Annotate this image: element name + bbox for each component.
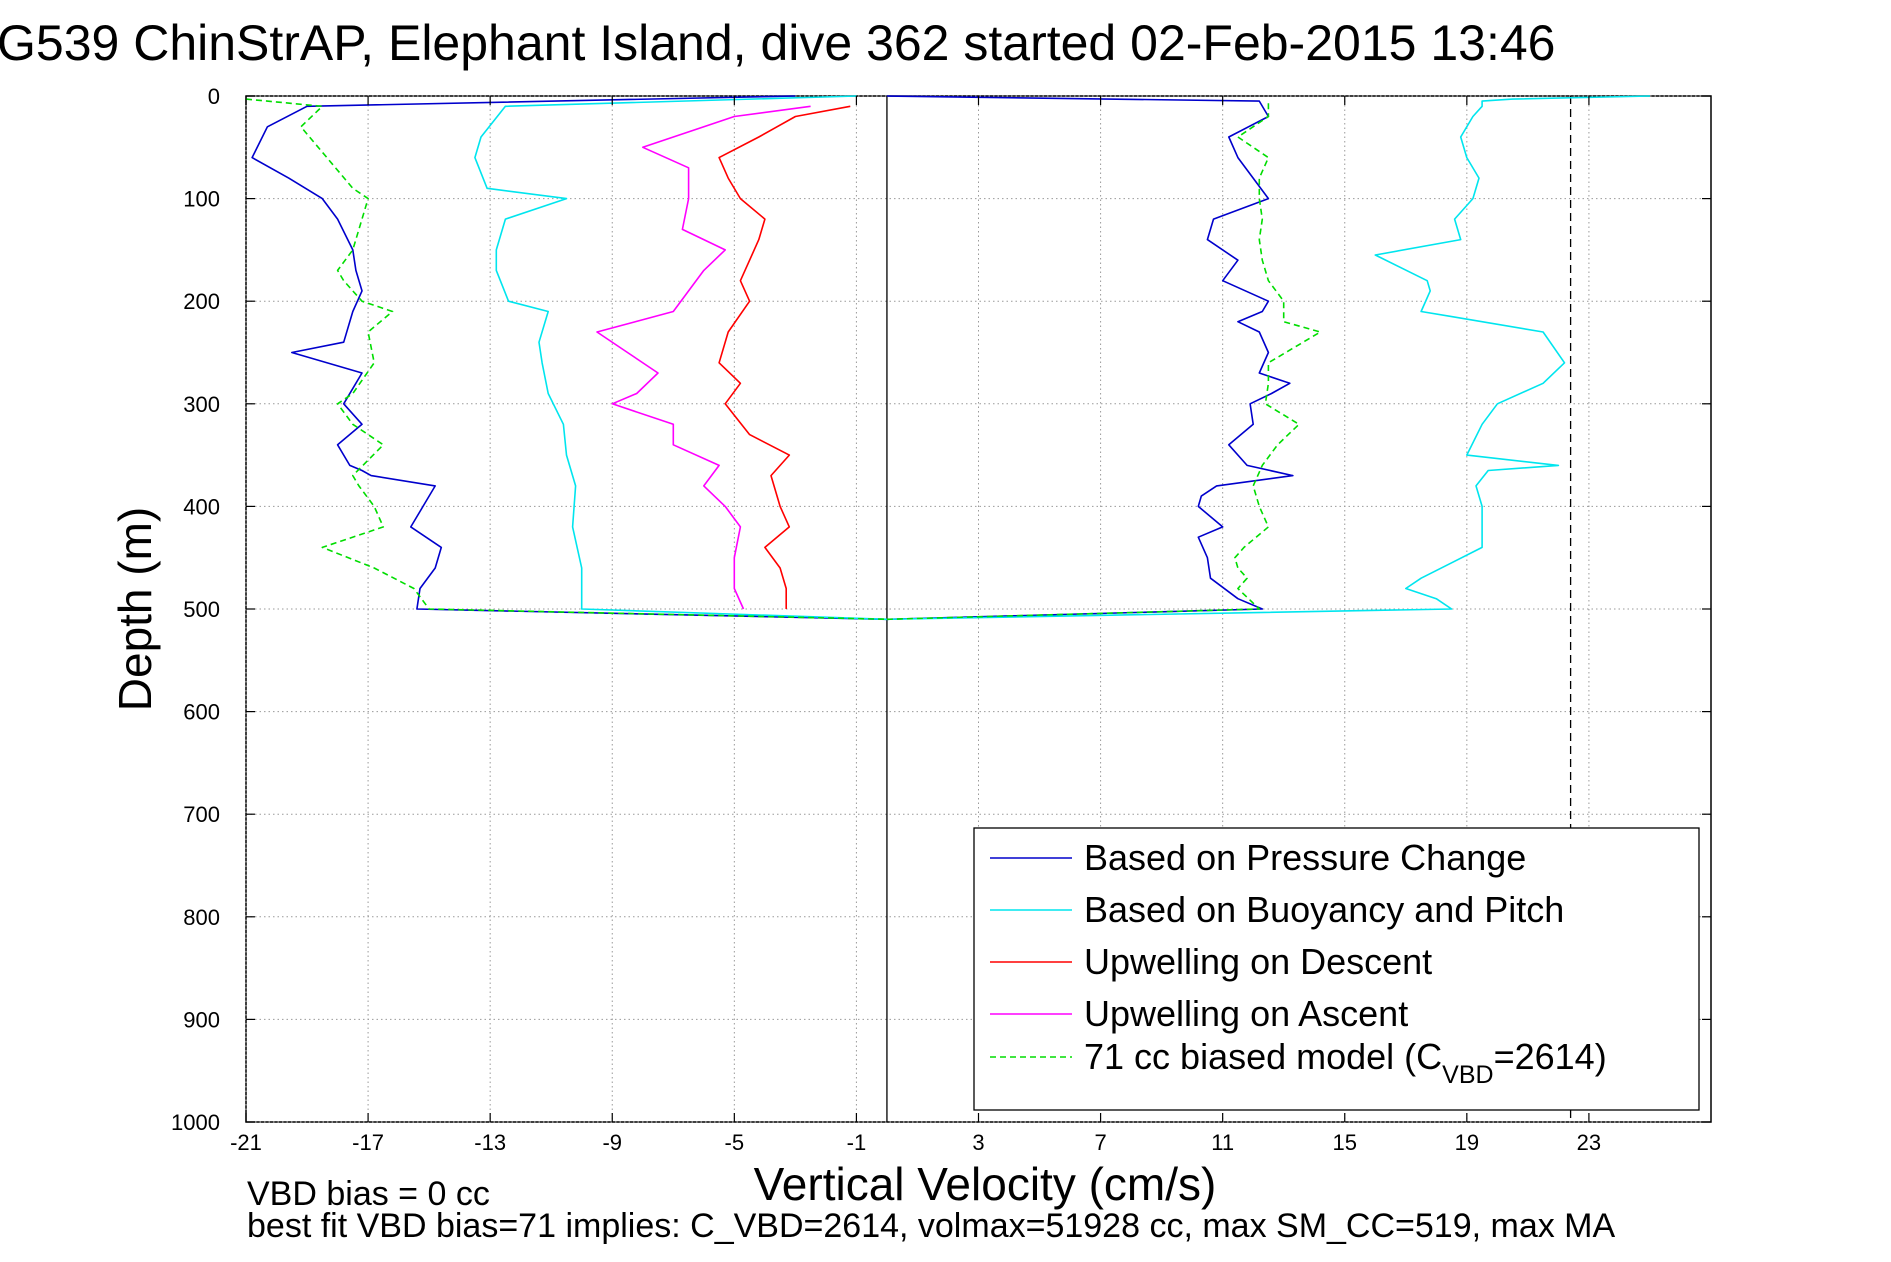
series-line [245, 98, 887, 621]
legend-label: Upwelling on Ascent [1084, 993, 1408, 1034]
axis-ticks: -21 -17 -13 -9 -5 -1 3 7 11 15 19 23010020030040050… [171, 84, 1711, 1155]
legend-label: Upwelling on Descent [1084, 941, 1432, 982]
x-tick-label: 3 [972, 1130, 984, 1155]
series-line [886, 95, 1651, 621]
legend-label: 71 cc biased model (CVBD=2614) [1084, 1036, 1607, 1089]
y-tick-label: 600 [183, 700, 220, 725]
annotation-vbd-bias: VBD bias = 0 cc [247, 1175, 490, 1213]
x-tick-label: 7 [1094, 1130, 1106, 1155]
x-tick-label: 19 [1455, 1130, 1479, 1155]
x-tick-label: -21 [230, 1130, 262, 1155]
series-line [886, 101, 1322, 621]
y-tick-label: 900 [183, 1007, 220, 1032]
annotation-best-fit: best fit VBD bias=71 implies: C_VBD=2614… [247, 1207, 1616, 1245]
y-axis-label: Depth (m) [109, 507, 161, 711]
y-tick-label: 200 [183, 289, 220, 314]
y-tick-label: 800 [183, 905, 220, 930]
x-tick-label: -9 [602, 1130, 622, 1155]
legend: Based on Pressure Change Based on Buoyanc… [973, 827, 1700, 1111]
x-tick-label: -17 [352, 1130, 384, 1155]
legend-box [973, 827, 1700, 1111]
x-tick-label: 23 [1577, 1130, 1601, 1155]
y-tick-label: 500 [183, 597, 220, 622]
series-line [596, 105, 811, 610]
y-tick-label: 700 [183, 802, 220, 827]
y-tick-label: 100 [183, 187, 220, 212]
x-tick-label: 11 [1211, 1130, 1234, 1155]
x-tick-label: 15 [1333, 1130, 1357, 1155]
chart-title: G539 ChinStrAP, Elephant Island, dive 36… [0, 15, 1555, 71]
legend-label-text: 71 cc biased model (C [1084, 1036, 1442, 1077]
y-tick-label: 1000 [171, 1110, 220, 1135]
x-tick-label: -13 [474, 1130, 506, 1155]
series-line [886, 95, 1294, 621]
legend-label-text: =2614) [1494, 1036, 1607, 1077]
series-line [474, 95, 887, 621]
legend-label-subscript: VBD [1442, 1061, 1493, 1089]
series-line [251, 95, 887, 621]
x-tick-label: -5 [725, 1130, 745, 1155]
x-axis-label: Vertical Velocity (cm/s) [754, 1158, 1217, 1210]
series-line [718, 105, 851, 609]
x-tick-label: -1 [847, 1130, 867, 1155]
y-tick-label: 300 [183, 392, 220, 417]
legend-label: Based on Pressure Change [1084, 837, 1526, 878]
y-tick-label: 400 [183, 494, 220, 519]
y-tick-label: 0 [208, 84, 220, 109]
legend-label: Based on Buoyancy and Pitch [1084, 889, 1564, 930]
series-lines [245, 95, 1651, 1122]
